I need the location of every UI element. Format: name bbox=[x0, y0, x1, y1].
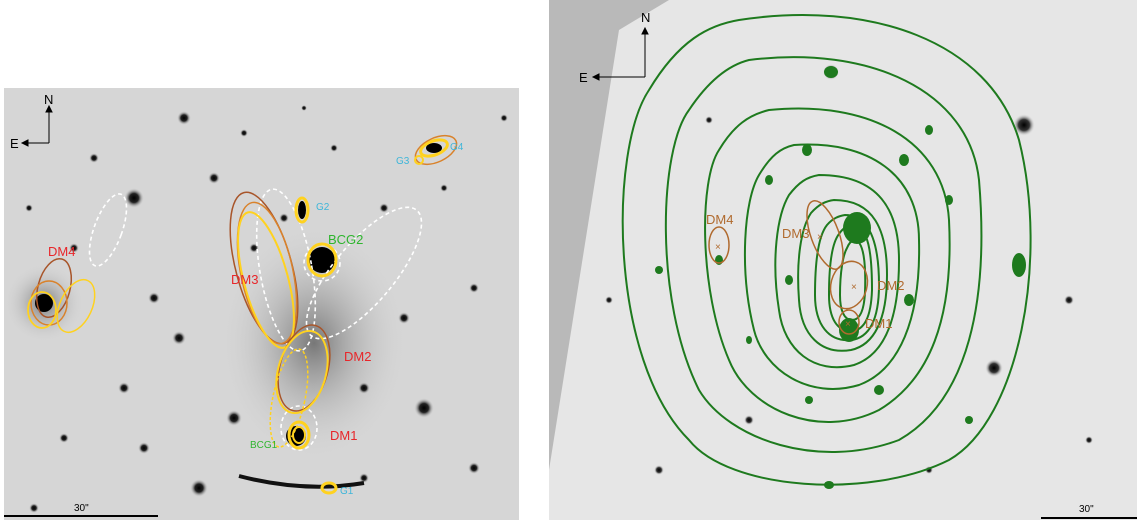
label-g3: G3 bbox=[396, 156, 410, 167]
model-ellipses bbox=[27, 134, 458, 495]
contour-peaks bbox=[655, 66, 1026, 489]
left-scale-label: 30" bbox=[74, 503, 89, 514]
bcg2-galaxy bbox=[309, 247, 335, 273]
svg-text:×: × bbox=[715, 242, 721, 253]
right-label-dm1: DM1 bbox=[865, 316, 892, 331]
label-dm2: DM2 bbox=[344, 349, 371, 364]
right-label-dm2: DM2 bbox=[877, 278, 904, 293]
label-g1: G1 bbox=[340, 486, 354, 497]
right-label-dm4: DM4 bbox=[706, 212, 733, 227]
right-image-panel: × × × × N E DM4 DM3 DM2 DM1 30" bbox=[549, 0, 1137, 520]
field-galaxies bbox=[25, 105, 508, 513]
label-g2: G2 bbox=[316, 202, 330, 213]
svg-text:×: × bbox=[845, 319, 851, 330]
cluster-halo bbox=[219, 223, 409, 463]
label-bcg2: BCG2 bbox=[328, 232, 363, 247]
right-cluster-image: × × × × N E DM4 DM3 DM2 DM1 30" bbox=[549, 0, 1137, 520]
label-dm3: DM3 bbox=[231, 272, 258, 287]
right-compass-east: E bbox=[579, 70, 588, 85]
left-compass-east: E bbox=[10, 136, 19, 151]
svg-text:×: × bbox=[817, 232, 823, 243]
right-scale-label: 30" bbox=[1079, 504, 1094, 515]
left-compass-north: N bbox=[44, 92, 53, 107]
label-dm4: DM4 bbox=[48, 244, 75, 259]
label-dm1: DM1 bbox=[330, 428, 357, 443]
label-g4: G4 bbox=[450, 142, 464, 153]
dm4-galaxy bbox=[35, 294, 53, 312]
label-bcg1: BCG1 bbox=[250, 440, 278, 451]
svg-text:×: × bbox=[851, 282, 857, 293]
left-image-panel: N E DM4 DM3 DM2 DM1 BCG2 BCG1 G2 G1 G3 G… bbox=[4, 88, 519, 520]
left-compass bbox=[20, 104, 53, 147]
dm-ellipses: × × × × bbox=[708, 200, 869, 335]
left-cluster-image: N E DM4 DM3 DM2 DM1 BCG2 BCG1 G2 G1 G3 G… bbox=[4, 92, 508, 517]
right-compass bbox=[591, 26, 649, 81]
right-compass-north: N bbox=[641, 10, 650, 25]
g4-galaxy bbox=[426, 143, 442, 153]
g2-galaxy bbox=[298, 201, 306, 219]
right-label-dm3: DM3 bbox=[782, 226, 809, 241]
lensed-arc bbox=[238, 474, 365, 489]
